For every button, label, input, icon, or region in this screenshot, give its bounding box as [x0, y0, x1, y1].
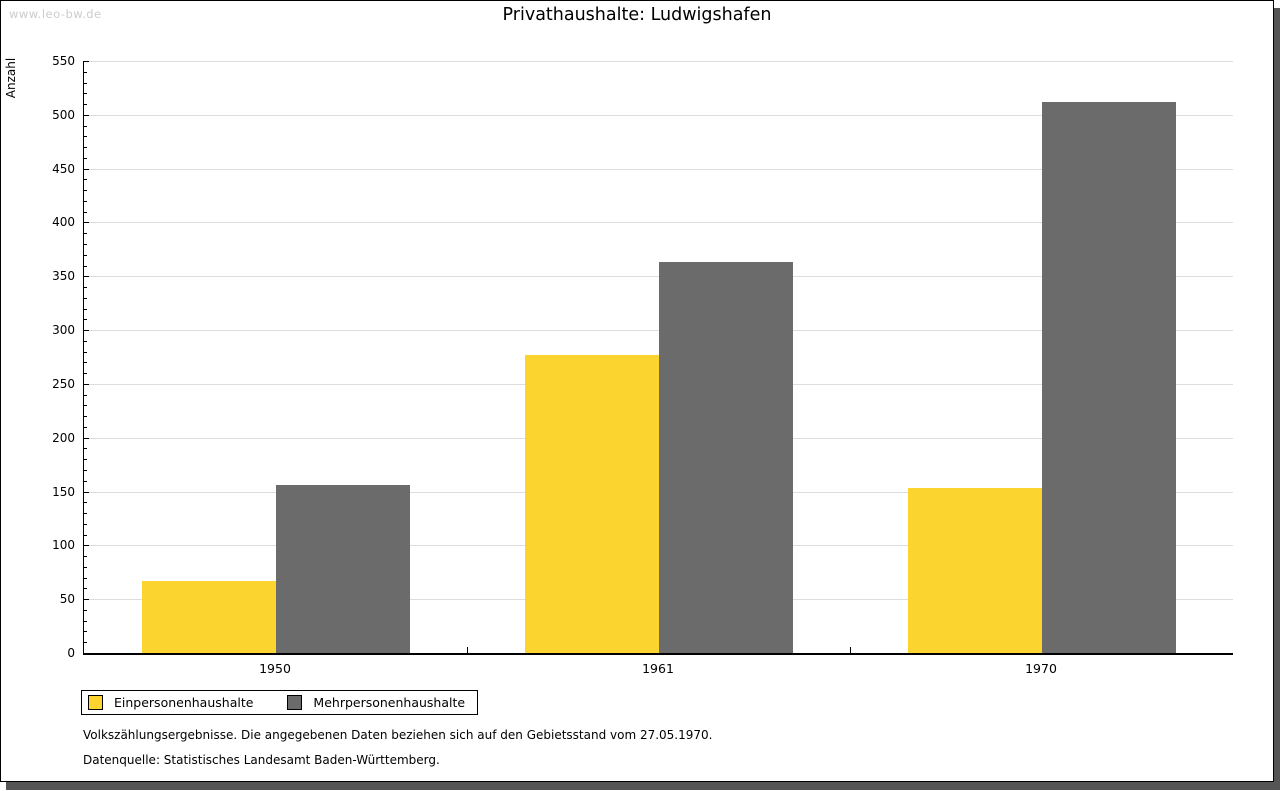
y-axis-minor-tick: [84, 470, 87, 471]
y-axis-minor-tick: [84, 83, 87, 84]
y-tick-label: 350: [52, 269, 75, 283]
y-axis-minor-tick: [84, 459, 87, 460]
y-axis-major-tick: [84, 599, 89, 600]
y-tick-label: 100: [52, 538, 75, 552]
x-axis-tick: [467, 647, 468, 653]
y-axis-minor-tick: [84, 309, 87, 310]
bar-einpersonenhaushalte-1950: [142, 581, 276, 653]
y-axis-minor-tick: [84, 126, 87, 127]
y-axis-minor-tick: [84, 502, 87, 503]
x-tick-label: 1950: [259, 661, 291, 676]
x-tick-label: 1970: [1025, 661, 1057, 676]
y-axis-minor-tick: [84, 416, 87, 417]
y-axis-major-tick: [84, 545, 89, 546]
y-axis-minor-tick: [84, 352, 87, 353]
y-tick-label: 500: [52, 108, 75, 122]
y-axis-minor-tick: [84, 298, 87, 299]
y-axis-minor-tick: [84, 642, 87, 643]
chart-title: Privathaushalte: Ludwigshafen: [502, 5, 772, 25]
bar-einpersonenhaushalte-1970: [908, 488, 1042, 653]
legend-label: Mehrpersonenhaushalte: [313, 695, 466, 710]
y-tick-label: 0: [67, 646, 75, 660]
gridline: [84, 169, 1233, 170]
y-axis-major-tick: [84, 222, 89, 223]
y-axis-minor-tick: [84, 233, 87, 234]
y-axis-minor-tick: [84, 93, 87, 94]
y-axis-minor-tick: [84, 535, 87, 536]
gridline: [84, 61, 1233, 62]
y-axis-major-tick: [84, 115, 89, 116]
y-tick-label: 550: [52, 54, 75, 68]
gridline: [84, 115, 1233, 116]
y-tick-label: 200: [52, 431, 75, 445]
gridline: [84, 222, 1233, 223]
y-axis-minor-tick: [84, 621, 87, 622]
legend-item-einpersonenhaushalte: Einpersonenhaushalte: [88, 695, 253, 710]
y-axis-minor-tick: [84, 104, 87, 105]
y-tick-label: 150: [52, 485, 75, 499]
y-axis-minor-tick: [84, 524, 87, 525]
y-axis-minor-tick: [84, 147, 87, 148]
y-axis-major-tick: [84, 276, 89, 277]
y-axis-title: Anzahl: [4, 57, 18, 99]
y-axis-major-tick: [84, 438, 89, 439]
bar-mehrpersonenhaushalte-1970: [1042, 102, 1176, 653]
y-axis-minor-tick: [84, 341, 87, 342]
y-axis-major-tick: [84, 169, 89, 170]
y-axis-minor-tick: [84, 72, 87, 73]
gridline: [84, 330, 1233, 331]
gridline: [84, 276, 1233, 277]
x-tick-label: 1961: [642, 661, 674, 676]
y-axis-minor-tick: [84, 556, 87, 557]
y-tick-label: 250: [52, 377, 75, 391]
y-axis-minor-tick: [84, 244, 87, 245]
y-axis-minor-tick: [84, 158, 87, 159]
y-axis-minor-tick: [84, 287, 87, 288]
y-axis-minor-tick: [84, 319, 87, 320]
y-axis-major-tick: [84, 492, 89, 493]
y-tick-label: 50: [59, 592, 75, 606]
y-axis-minor-tick: [84, 136, 87, 137]
bar-mehrpersonenhaushalte-1950: [276, 485, 410, 653]
plot-area: [83, 61, 1233, 655]
y-axis-minor-tick: [84, 266, 87, 267]
legend-label: Einpersonenhaushalte: [114, 695, 254, 710]
watermark: www.leo-bw.de: [9, 7, 102, 21]
y-axis-minor-tick: [84, 578, 87, 579]
bar-mehrpersonenhaushalte-1961: [659, 262, 793, 653]
y-axis-minor-tick: [84, 201, 87, 202]
y-axis-minor-tick: [84, 481, 87, 482]
x-axis-tick: [850, 647, 851, 653]
y-axis-minor-tick: [84, 567, 87, 568]
y-axis-minor-tick: [84, 362, 87, 363]
y-axis-minor-tick: [84, 255, 87, 256]
y-axis-minor-tick: [84, 373, 87, 374]
y-axis-minor-tick: [84, 212, 87, 213]
y-axis-minor-tick: [84, 448, 87, 449]
legend-swatch-mehrpersonenhaushalte: [287, 695, 303, 710]
legend-item-mehrpersonenhaushalte: Mehrpersonenhaushalte: [287, 695, 465, 710]
y-axis-major-tick: [84, 384, 89, 385]
y-tick-label: 300: [52, 323, 75, 337]
y-axis-minor-tick: [84, 179, 87, 180]
y-axis-minor-tick: [84, 513, 87, 514]
legend: Einpersonenhaushalte Mehrpersonenhaushal…: [81, 690, 479, 715]
footnote-data-source: Datenquelle: Statistisches Landesamt Bad…: [83, 753, 440, 767]
y-axis-minor-tick: [84, 405, 87, 406]
y-axis-major-tick: [84, 61, 89, 62]
legend-swatch-einpersonenhaushalte: [88, 695, 103, 710]
y-axis-minor-tick: [84, 395, 87, 396]
bar-einpersonenhaushalte-1961: [525, 355, 659, 653]
y-tick-label: 450: [52, 162, 75, 176]
y-tick-label: 400: [52, 215, 75, 229]
y-axis-minor-tick: [84, 427, 87, 428]
footnote-source-note: Volkszählungsergebnisse. Die angegebenen…: [83, 728, 713, 742]
y-axis-minor-tick: [84, 631, 87, 632]
y-axis-major-tick: [84, 330, 89, 331]
y-axis-minor-tick: [84, 190, 87, 191]
y-axis-minor-tick: [84, 588, 87, 589]
y-axis-minor-tick: [84, 610, 87, 611]
